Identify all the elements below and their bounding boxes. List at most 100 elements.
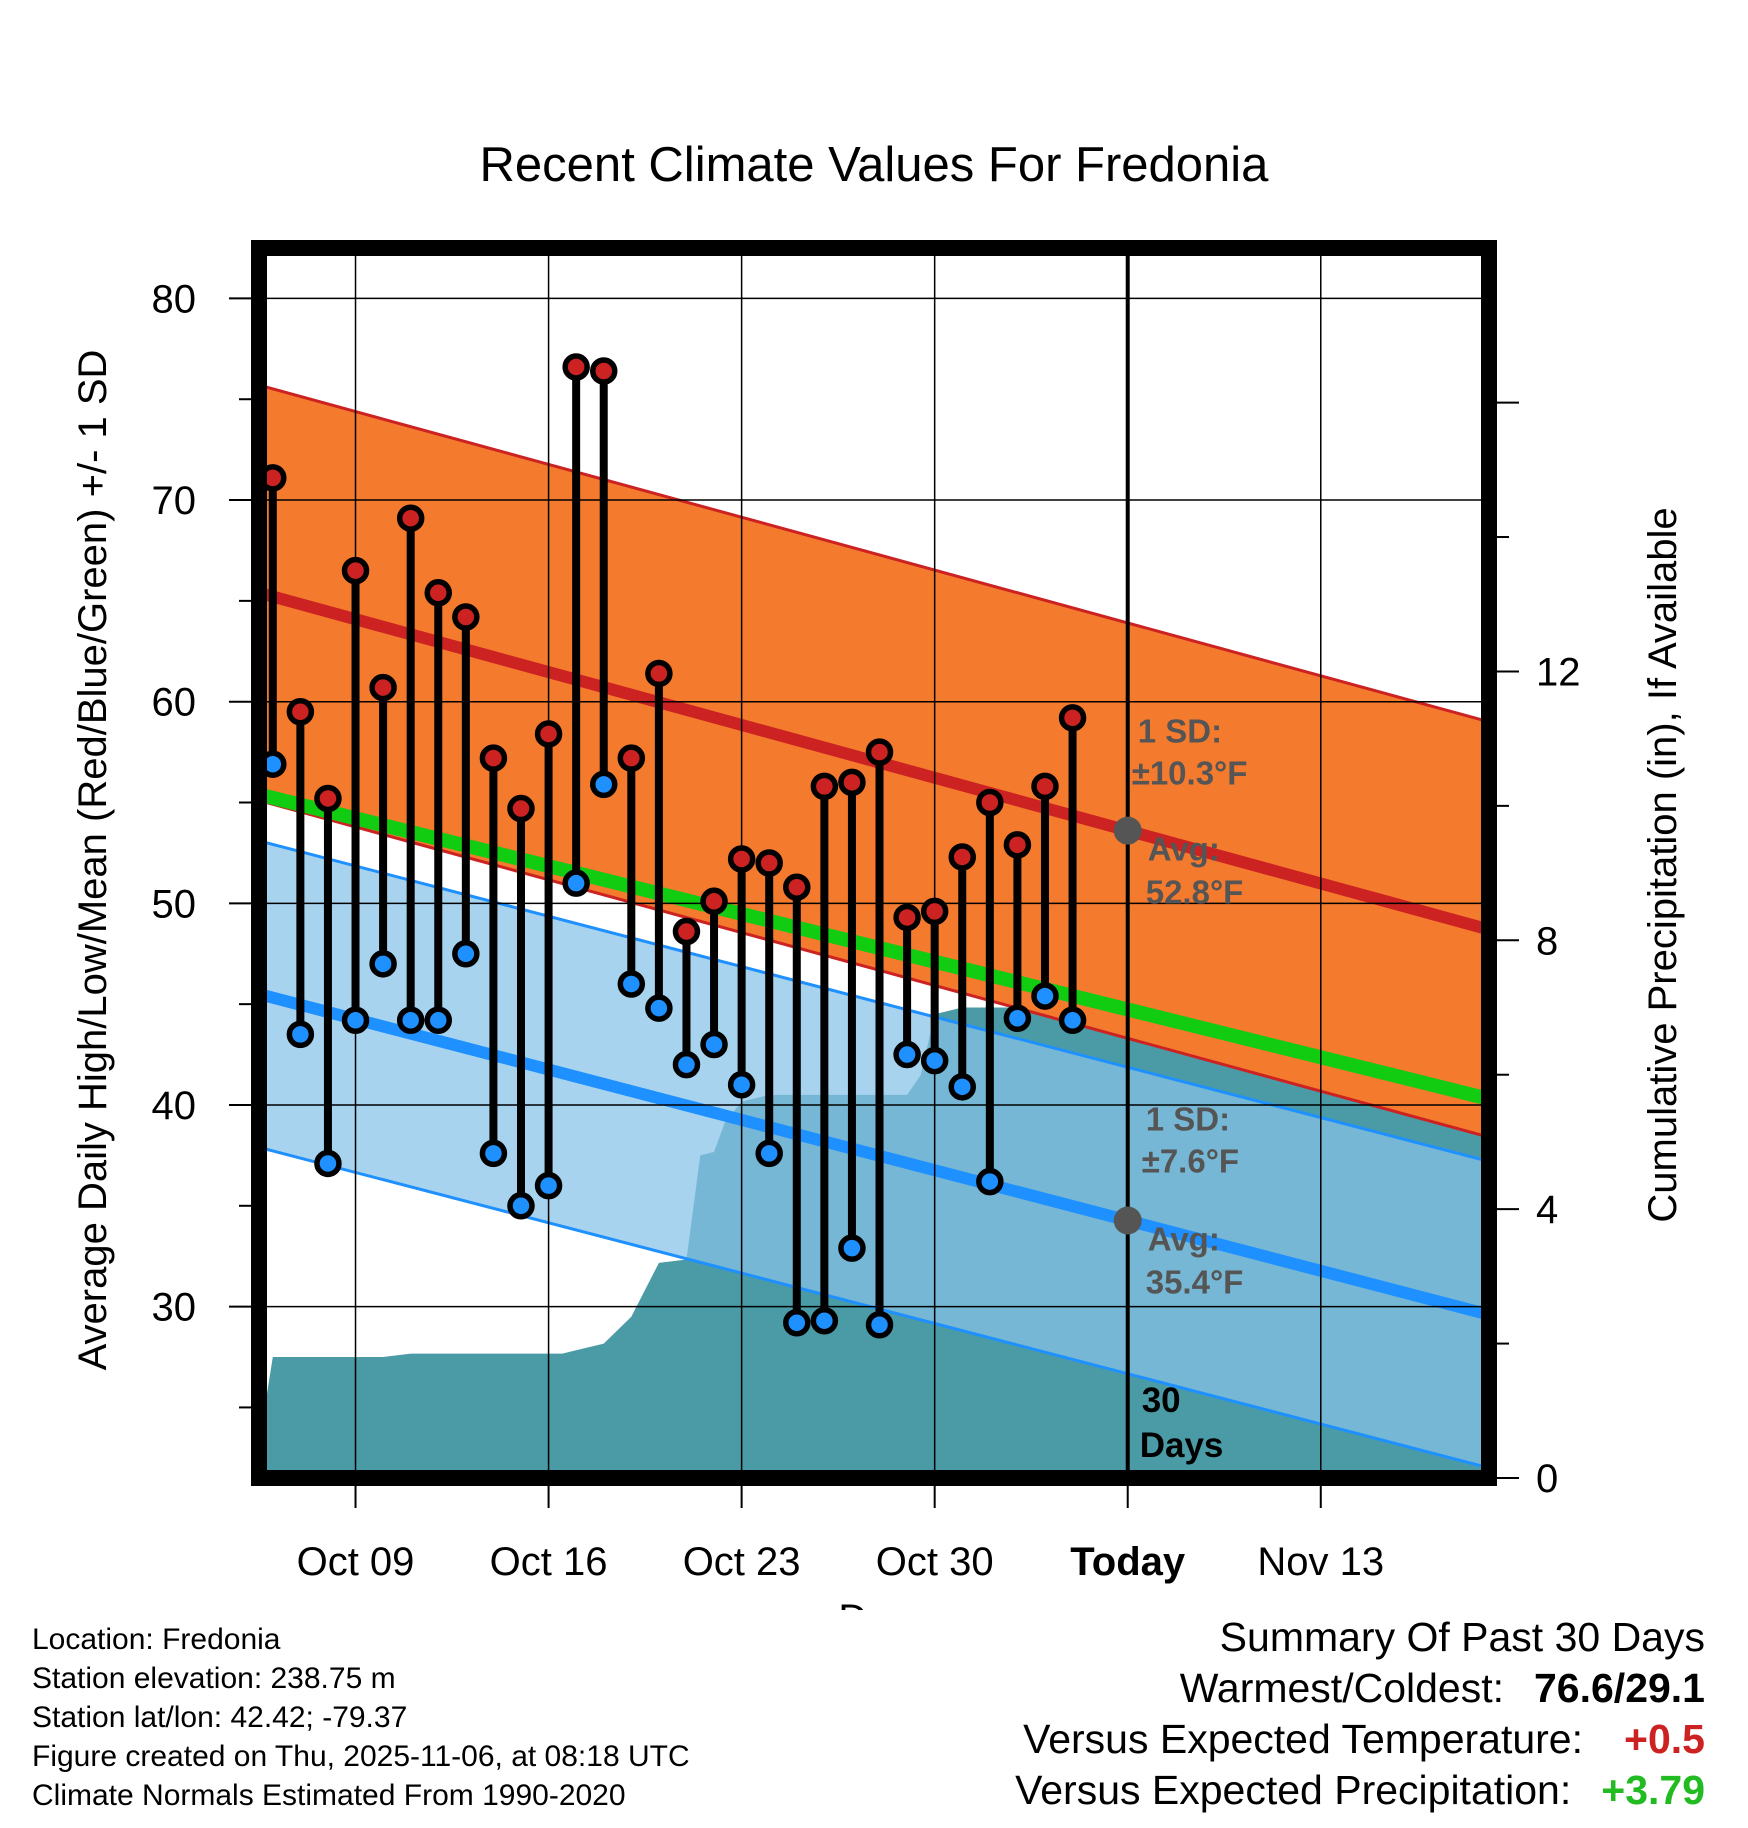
y-tick-label-right: 4	[1536, 1188, 1558, 1232]
y-axis-label-left: Average Daily High/Low/Mean (Red/Blue/Gr…	[71, 350, 115, 1371]
normal-low-line	[259, 988, 1489, 1321]
daily-high-point	[700, 887, 728, 916]
created-text: Figure created on Thu, 2025-11-06, at 08…	[32, 1740, 690, 1773]
period-count-label: 30	[1142, 1381, 1181, 1420]
daily-low-point	[314, 1149, 342, 1178]
summary-title: Summary Of Past 30 Days	[1219, 1614, 1705, 1660]
daily-high-point	[286, 698, 315, 726]
daily-high-point	[948, 843, 977, 871]
precip-anomaly-value: +3.79	[1601, 1767, 1705, 1813]
y-tick-label-right: 8	[1536, 919, 1558, 963]
high-avg-label: Avg:	[1148, 831, 1220, 868]
elevation-text: Station elevation: 238.75 m	[32, 1662, 396, 1695]
daily-low-point	[948, 1073, 977, 1101]
daily-low-point	[727, 1071, 756, 1099]
daily-low-point	[810, 1306, 839, 1335]
daily-low-point	[920, 1046, 949, 1075]
daily-high-point	[1058, 704, 1087, 732]
y-tick-label-left: 70	[152, 479, 197, 523]
daily-high-point	[617, 744, 646, 772]
band-overlap	[1489, 1137, 1748, 1610]
daily-low-point	[1058, 1006, 1087, 1035]
normals-text: Climate Normals Estimated From 1990-2020	[32, 1779, 626, 1812]
daily-low-point	[617, 970, 646, 998]
temp-anomaly-value: +0.5	[1624, 1716, 1705, 1762]
daily-low-point	[589, 770, 618, 799]
daily-high-point	[893, 903, 921, 932]
daily-high-point	[314, 784, 342, 813]
station-info: Location: Fredonia Station elevation: 23…	[32, 1620, 832, 1815]
daily-high-point	[645, 659, 673, 688]
plot-frame	[251, 240, 1497, 1486]
daily-low-point	[1031, 982, 1059, 1010]
daily-low-point	[976, 1167, 1004, 1196]
daily-high-point	[783, 873, 811, 901]
daily-high-point	[507, 794, 535, 823]
daily-low-point	[286, 1020, 315, 1049]
daily-high-point	[479, 744, 508, 772]
precip-anomaly-label: Versus Expected Precipitation:	[1015, 1767, 1572, 1813]
daily-low-point	[838, 1234, 866, 1262]
x-tick-label: Oct 16	[490, 1540, 608, 1584]
daily-low-point	[507, 1192, 535, 1220]
today-low-avg-marker	[1113, 1206, 1142, 1235]
high-avg-value: 52.8°F	[1146, 874, 1244, 911]
x-tick-label: Today	[1070, 1540, 1186, 1584]
daily-low-point	[534, 1171, 563, 1200]
low-band-lower-edge	[259, 1145, 1489, 1470]
daily-low-point	[700, 1030, 728, 1059]
daily-low-point	[1003, 1004, 1032, 1033]
daily-high-point	[589, 357, 618, 385]
high-band-upper-edge	[259, 383, 1489, 724]
today-high-avg-marker	[1113, 816, 1142, 845]
y-tick-label-left: 80	[152, 277, 197, 321]
warm-cold-value: 76.6/29.1	[1534, 1665, 1705, 1711]
daily-high-point	[727, 845, 756, 873]
daily-low-point	[396, 1006, 425, 1035]
daily-low-point	[341, 1006, 370, 1035]
y-tick-label-left: 40	[152, 1084, 197, 1128]
low-sd-value: ±7.6°F	[1142, 1143, 1239, 1180]
x-tick-label: Oct 09	[297, 1540, 415, 1584]
low-avg-value: 35.4°F	[1146, 1264, 1244, 1301]
low-sd-label: 1 SD:	[1146, 1101, 1230, 1138]
daily-high-point	[755, 849, 783, 877]
daily-low-point	[865, 1311, 894, 1339]
x-axis-label: Day	[838, 1597, 909, 1610]
daily-low-point	[369, 950, 397, 978]
daily-high-point	[810, 772, 839, 801]
warm-cold-label: Warmest/Coldest:	[1179, 1665, 1504, 1711]
high-sd-value: ±10.3°F	[1132, 755, 1248, 792]
y-axis-label-right: Cumulative Precipitation (in), If Availa…	[1641, 507, 1685, 1222]
y-tick-label-left: 50	[152, 882, 197, 926]
temp-anomaly-label: Versus Expected Temperature:	[1023, 1716, 1583, 1762]
daily-low-point	[783, 1308, 811, 1337]
daily-high-point	[920, 897, 949, 926]
y-tick-label-right: 0	[1536, 1457, 1558, 1501]
daily-low-point	[452, 939, 480, 968]
daily-high-point	[341, 556, 370, 585]
location-text: Location: Fredonia	[32, 1623, 281, 1656]
period-unit-label: Days	[1140, 1426, 1224, 1465]
latlon-text: Station lat/lon: 42.42; -79.37	[32, 1701, 408, 1734]
low-avg-label: Avg:	[1148, 1221, 1220, 1258]
daily-low-point	[755, 1139, 783, 1168]
high-sd-label: 1 SD:	[1138, 713, 1222, 750]
daily-low-point	[645, 994, 673, 1022]
summary-panel: Summary Of Past 30 Days Warmest/Coldest:…	[805, 1614, 1705, 1818]
daily-low-point	[893, 1040, 921, 1069]
daily-high-point	[424, 579, 453, 607]
daily-high-point	[1003, 831, 1032, 859]
x-tick-label: Oct 23	[683, 1540, 801, 1584]
daily-high-point	[1031, 772, 1059, 801]
y-tick-label-left: 60	[152, 681, 197, 725]
chart-title: Recent Climate Values For Fredonia	[480, 138, 1270, 192]
daily-low-point	[424, 1006, 453, 1035]
daily-high-point	[396, 504, 425, 532]
daily-high-point	[838, 768, 866, 797]
daily-low-point	[562, 869, 590, 897]
daily-high-point	[865, 738, 894, 766]
daily-high-point	[452, 603, 480, 631]
daily-high-point	[369, 673, 397, 702]
daily-high-point	[672, 917, 701, 946]
